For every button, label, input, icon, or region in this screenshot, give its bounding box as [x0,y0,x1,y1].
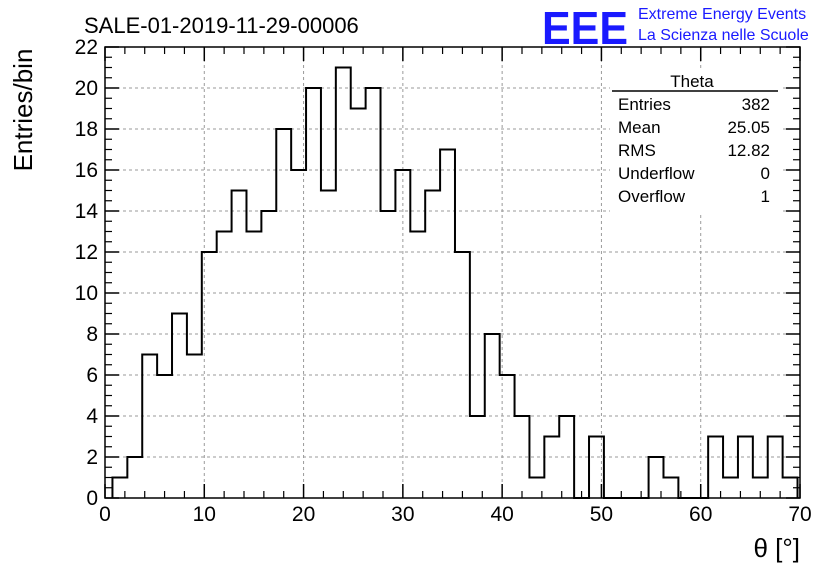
histogram-bin [649,457,664,498]
histogram-bin [261,211,276,498]
histogram-bin [529,478,544,499]
y-tick-label: 12 [75,241,98,264]
stats-value-entries: 382 [742,95,770,114]
histogram-bin [500,375,515,498]
histogram-bin [187,355,202,499]
histogram-bin [470,416,485,498]
histogram-bin [172,314,187,499]
stats-label-rms: RMS [618,141,656,160]
x-tick-label: 40 [490,503,513,526]
chart-title: SALE-01-2019-11-29-00006 [84,13,359,38]
y-tick-label: 8 [86,323,98,346]
histogram-bin [217,232,232,499]
y-tick-label: 16 [75,159,98,182]
histogram-bin [381,211,396,498]
grid-lines [105,47,800,498]
y-tick-label: 18 [75,118,98,141]
x-axis-label: θ [°] [753,533,800,563]
histogram-bin [723,478,738,499]
x-tick-label: 10 [193,503,216,526]
histogram-bin [515,416,530,498]
stats-title: Theta [670,72,714,91]
stats-value-overflow: 1 [761,187,770,206]
logo-line-2: La Scienza nelle Scuole [638,27,809,44]
plot-frame [104,46,801,499]
y-tick-labels: 0 2 4 6 8 10 12 14 16 18 20 22 [75,36,99,510]
y-tick-label: 6 [86,364,98,387]
histogram-bin [485,334,500,498]
histogram-bin [306,88,321,498]
eee-logo: EEE [542,2,628,54]
x-tick-labels: 0 10 20 30 40 50 60 70 [99,503,812,526]
histogram-bin [336,68,351,499]
histogram-bin [455,252,470,498]
axis-ticks [104,46,801,499]
histogram-bin [127,457,142,498]
stats-label-mean: Mean [618,118,661,137]
histogram-bin [246,232,261,499]
histogram-bin [440,150,455,499]
y-tick-label: 2 [86,446,98,469]
x-tick-label: 30 [391,503,414,526]
x-tick-label: 50 [590,503,613,526]
y-tick-label: 22 [75,36,98,59]
histogram-bin [425,191,440,499]
histogram-bin [559,416,574,498]
stats-box-background [610,68,780,213]
stats-value-underflow: 0 [761,164,770,183]
histogram-bin [232,191,247,499]
histogram-bin [366,88,381,498]
histogram-bin [291,170,306,498]
logo-line-1: Extreme Energy Events [638,6,806,23]
stats-value-mean: 25.05 [727,118,770,137]
histogram-bin [663,478,678,499]
x-tick-label: 0 [99,503,111,526]
histogram-bin [783,478,798,499]
histogram-bin [112,478,127,499]
histogram-bin [395,170,410,498]
y-axis-label: Entries/bin [8,49,38,172]
stats-label-entries: Entries [618,95,671,114]
histogram-bin [738,437,753,499]
x-tick-label: 20 [292,503,315,526]
histogram-bin [410,232,425,499]
y-tick-label: 10 [75,282,98,305]
histogram-bin [589,437,604,499]
y-tick-label: 14 [75,200,99,223]
y-tick-label: 20 [75,77,98,100]
histogram-bin [708,437,723,499]
stats-box: Theta Entries 382 Mean 25.05 RMS 12.82 U… [610,68,780,213]
stats-label-underflow: Underflow [618,164,695,183]
y-tick-label: 4 [86,405,98,428]
stats-value-rms: 12.82 [727,141,770,160]
histogram-bin [276,129,291,498]
histogram-bin [321,191,336,499]
histogram-bin [202,252,217,498]
stats-label-overflow: Overflow [618,187,686,206]
histogram-bin [157,375,172,498]
x-tick-label: 60 [689,503,712,526]
histogram-bin [544,437,559,499]
histogram-bin [768,437,783,499]
histogram-bin [753,478,768,499]
histogram-bin [351,109,366,499]
x-tick-label: 70 [788,503,811,526]
histogram-bin [142,355,157,499]
y-tick-label: 0 [86,487,98,510]
